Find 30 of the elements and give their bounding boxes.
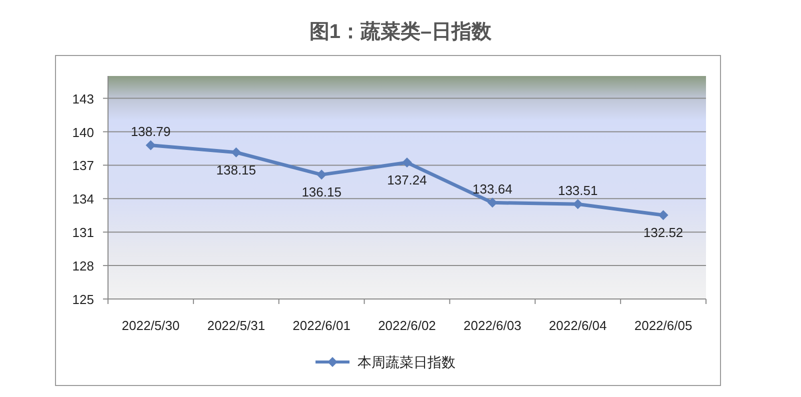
point (316, 170, 327, 180)
data-label: 138.15 (216, 162, 256, 178)
point (572, 199, 583, 210)
y-tick-label: 143 (72, 91, 94, 106)
data-label: 136.15 (302, 184, 342, 200)
point (487, 198, 498, 208)
data-label: 137.24 (387, 172, 427, 188)
point (231, 147, 242, 158)
x-tick-label: 2022/6/01 (292, 318, 350, 333)
data-label: 138.79 (130, 124, 171, 140)
point (658, 210, 668, 220)
x-tick-label: 2022/5/30 (122, 318, 180, 333)
x-tick-label: 2022/5/31 (207, 318, 266, 333)
x-tick-label: 2022/6/04 (548, 318, 607, 333)
y-tick-label: 128 (72, 258, 94, 274)
data-label: 133.64 (472, 182, 512, 197)
point (402, 158, 412, 168)
legend-label: 本周蔬菜日指数 (358, 354, 456, 370)
y-tick-label: 134 (72, 192, 94, 207)
point (146, 140, 156, 150)
y-tick-label: 140 (72, 124, 94, 140)
data-label: 133.51 (558, 183, 598, 198)
y-tick-label: 137 (72, 158, 94, 174)
y-tick-label: 131 (72, 225, 94, 240)
x-tick-label: 2022/6/03 (464, 318, 522, 333)
y-tick-label: 125 (72, 292, 94, 307)
x-tick-label: 2022/6/05 (634, 318, 692, 333)
chart-title: 图1：蔬菜类–日指数 (309, 21, 493, 43)
x-tick-label: 2022/6/02 (378, 318, 436, 333)
data-label: 132.52 (643, 225, 684, 240)
